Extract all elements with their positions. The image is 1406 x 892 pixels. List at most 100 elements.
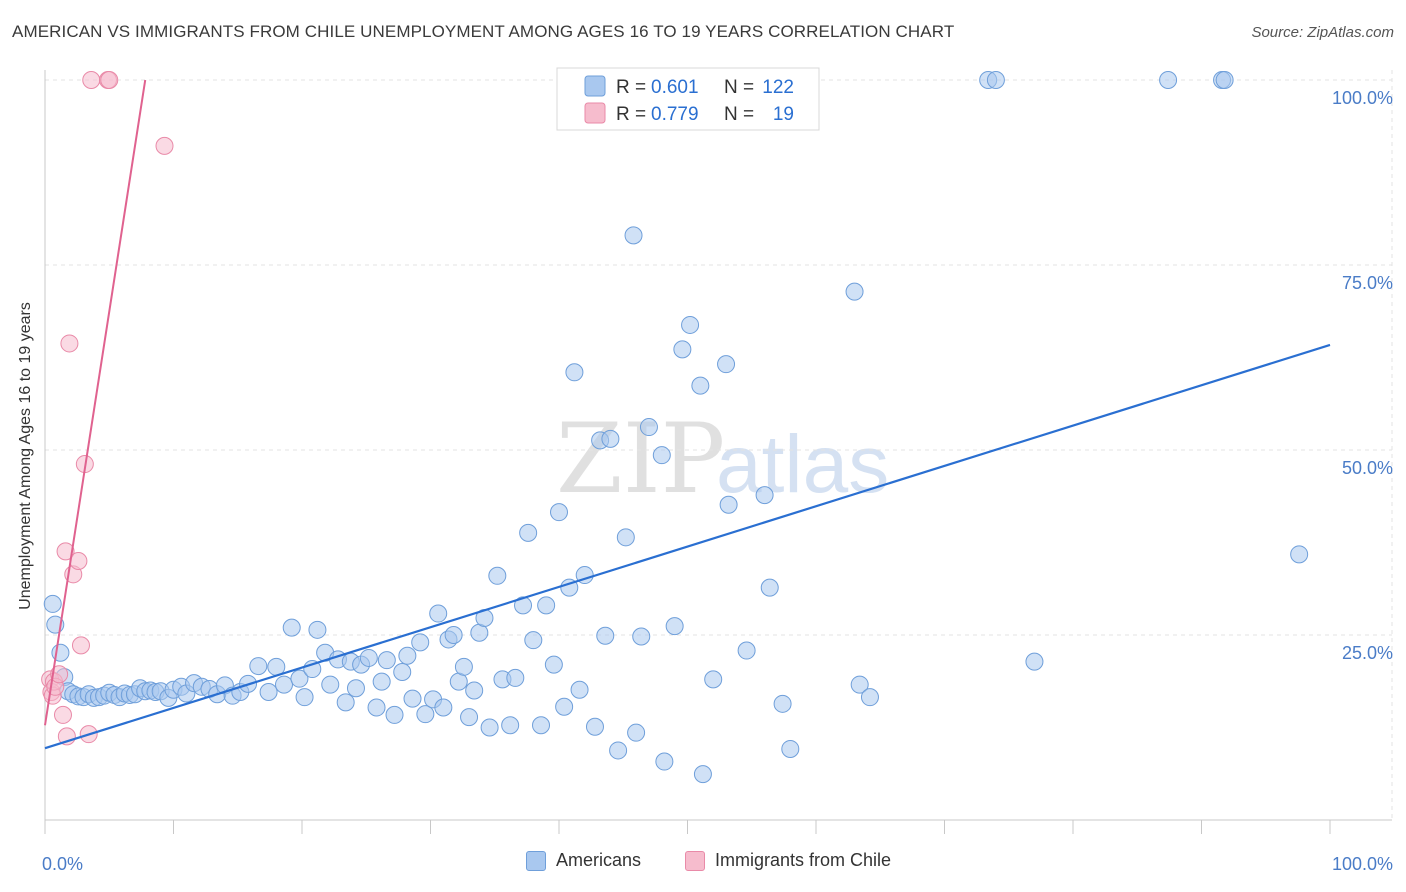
americans-point xyxy=(760,578,779,597)
americans-point xyxy=(1290,545,1309,564)
americans-point xyxy=(282,618,301,637)
americans-point xyxy=(434,698,453,717)
americans-point xyxy=(627,723,646,742)
americans-point xyxy=(673,340,692,359)
americans-point xyxy=(609,741,628,760)
americans-point xyxy=(1159,71,1178,89)
americans-point xyxy=(411,633,430,652)
legend-r-label-chile: R = xyxy=(616,104,646,125)
legend-r-label-americans: R = xyxy=(616,77,646,98)
americans-point xyxy=(681,315,700,334)
americans-point xyxy=(377,651,396,670)
americans-point xyxy=(259,682,278,701)
americans-point xyxy=(393,663,412,681)
legend-r-value-chile: 0.779 xyxy=(651,104,699,125)
americans-point xyxy=(624,226,643,245)
americans-point xyxy=(773,694,792,713)
y-tick-label: 25.0% xyxy=(1342,643,1393,663)
americans-point xyxy=(1215,71,1234,89)
americans-point xyxy=(665,617,684,636)
bottom-legend-label-chile: Immigrants from Chile xyxy=(715,850,892,870)
americans-point xyxy=(275,675,294,694)
legend-swatch-americans xyxy=(584,75,606,97)
watermark: ZIP atlas xyxy=(556,403,889,515)
americans-point xyxy=(444,626,463,644)
chile-point xyxy=(82,71,101,89)
americans-point xyxy=(755,486,774,505)
americans-point xyxy=(639,418,658,437)
chile-point xyxy=(69,552,88,570)
chile-trend-line xyxy=(44,79,147,726)
americans-point xyxy=(514,596,533,615)
americans-trend-line xyxy=(44,343,1331,750)
americans-point xyxy=(460,708,479,727)
legend-swatch-chile xyxy=(584,102,606,124)
americans-point xyxy=(655,752,674,771)
legend-n-label-chile: N = xyxy=(724,104,754,125)
chile-point xyxy=(100,71,119,89)
americans-point xyxy=(550,503,568,522)
americans-point xyxy=(506,668,525,687)
americans-point xyxy=(385,705,404,724)
americans-point xyxy=(480,718,499,737)
americans-point xyxy=(501,716,520,735)
americans-point xyxy=(488,566,507,585)
americans-point xyxy=(321,675,340,694)
americans-point xyxy=(652,446,671,465)
americans-point xyxy=(565,363,584,382)
americans-point xyxy=(429,604,448,623)
bottom-legend-label-americans: Americans xyxy=(556,850,642,870)
americans-point xyxy=(616,528,635,547)
americans-point xyxy=(465,681,484,700)
americans-point xyxy=(845,282,864,301)
americans-point xyxy=(403,689,422,708)
watermark-atlas: atlas xyxy=(716,419,889,510)
y-tick-label: 100.0% xyxy=(1332,88,1393,108)
legend-n-value-americans: 122 xyxy=(762,77,794,98)
bottom-legend-swatch-americans xyxy=(526,850,546,871)
americans-point xyxy=(570,680,589,699)
americans-point xyxy=(416,705,435,724)
legend-n-value-chile: 19 xyxy=(773,104,794,125)
americans-point xyxy=(367,698,386,717)
americans-point xyxy=(555,697,574,716)
y-tick-label: 50.0% xyxy=(1342,458,1393,478)
legend-r-value-americans: 0.601 xyxy=(651,77,699,98)
americans-point xyxy=(632,627,651,646)
source-label: Source: ZipAtlas.com xyxy=(1251,24,1394,41)
bottom-legend-chile: Immigrants from Chile xyxy=(685,850,891,871)
americans-point xyxy=(43,594,62,613)
americans-point xyxy=(249,657,268,676)
americans-point xyxy=(295,688,314,707)
americans-point xyxy=(850,675,869,694)
americans-point xyxy=(596,626,615,645)
americans-point xyxy=(454,657,473,676)
watermark-zip: ZIP xyxy=(556,403,725,515)
americans-point xyxy=(1025,652,1044,671)
americans-point xyxy=(290,669,309,688)
americans-point xyxy=(537,596,556,615)
americans-point xyxy=(737,641,756,660)
americans-point xyxy=(308,620,327,639)
y-tick-label: 75.0% xyxy=(1342,273,1393,293)
americans-point xyxy=(691,376,710,395)
americans-point xyxy=(781,739,800,758)
americans-point xyxy=(693,765,712,784)
bottom-legend: Americans Immigrants from Chile xyxy=(0,850,1406,878)
chile-point xyxy=(50,665,69,684)
americans-point xyxy=(519,523,538,542)
americans-point xyxy=(601,429,620,448)
chart-title: AMERICAN VS IMMIGRANTS FROM CHILE UNEMPL… xyxy=(12,22,955,41)
americans-point xyxy=(704,670,723,689)
americans-point xyxy=(346,679,365,698)
americans-point xyxy=(585,717,604,736)
chile-point xyxy=(53,705,72,724)
chile-point xyxy=(56,542,75,561)
bottom-legend-americans: Americans xyxy=(526,850,641,871)
americans-point xyxy=(398,646,417,665)
americans-point xyxy=(860,688,879,707)
americans-point xyxy=(717,355,736,374)
chile-point xyxy=(60,334,79,353)
americans-point xyxy=(359,648,378,667)
